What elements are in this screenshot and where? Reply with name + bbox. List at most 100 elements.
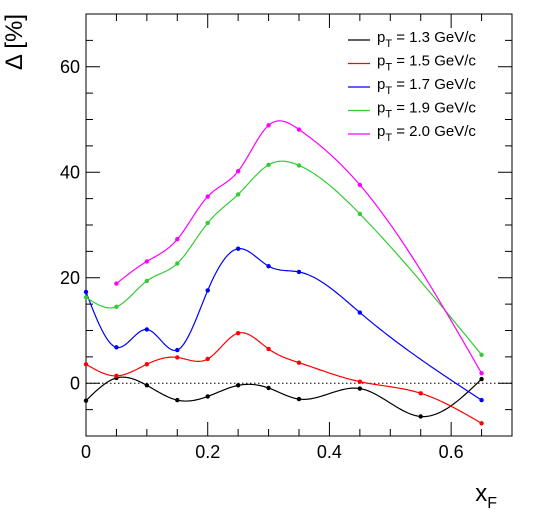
series-5 bbox=[114, 120, 484, 376]
data-point bbox=[479, 421, 484, 426]
legend-entry: pT = 1.3 GeV/c bbox=[348, 29, 476, 50]
y-tick-label: 40 bbox=[60, 162, 80, 182]
data-point bbox=[479, 376, 484, 382]
data-point bbox=[235, 330, 241, 336]
legend-label: pT = 1.5 GeV/c bbox=[377, 53, 476, 74]
data-point bbox=[296, 269, 302, 275]
data-point bbox=[144, 278, 150, 284]
legend-label-main: p bbox=[377, 53, 385, 70]
legend: pT = 1.3 GeV/cpT = 1.5 GeV/cpT = 1.7 GeV… bbox=[348, 29, 476, 144]
data-point bbox=[357, 211, 363, 217]
data-point bbox=[266, 162, 271, 168]
legend-entry: pT = 1.9 GeV/c bbox=[348, 100, 476, 121]
legend-label: pT = 2.0 GeV/c bbox=[377, 123, 476, 144]
legend-label-rest: = 1.5 GeV/c bbox=[392, 53, 476, 70]
data-point bbox=[266, 263, 271, 269]
legend-label-subscript: T bbox=[385, 85, 392, 97]
legend-label-main: p bbox=[377, 76, 385, 93]
x-tick-label: 0.4 bbox=[317, 442, 342, 462]
legend-label-subscript: T bbox=[385, 38, 392, 50]
data-point bbox=[175, 347, 180, 353]
legend-label: pT = 1.7 GeV/c bbox=[377, 76, 476, 97]
x-tick-label: 0 bbox=[81, 442, 91, 462]
data-point bbox=[296, 360, 302, 365]
data-point bbox=[357, 310, 363, 315]
legend-label-subscript: T bbox=[385, 109, 392, 121]
legend-label-rest: = 1.7 GeV/c bbox=[392, 76, 476, 93]
data-point bbox=[266, 385, 271, 391]
data-point bbox=[175, 237, 180, 242]
data-point bbox=[83, 398, 89, 403]
legend-label-main: p bbox=[377, 100, 385, 117]
data-point bbox=[266, 123, 271, 128]
legend-entry: pT = 2.0 GeV/c bbox=[348, 123, 476, 144]
legend-label-main: p bbox=[377, 29, 385, 46]
axes-layer: 0 0.2 0.4 0.6 0 20 40 60 xF Δ [%] bbox=[1, 13, 513, 512]
legend-label: pT = 1.3 GeV/c bbox=[377, 29, 476, 50]
data-point bbox=[114, 345, 119, 350]
data-point bbox=[205, 194, 210, 199]
data-point bbox=[114, 373, 119, 379]
legend-label-subscript: T bbox=[385, 62, 392, 74]
y-tick-label: 20 bbox=[60, 268, 80, 288]
data-point bbox=[296, 163, 302, 168]
data-point bbox=[144, 259, 150, 264]
series-1 bbox=[83, 375, 484, 419]
series-layer bbox=[83, 120, 484, 426]
data-point bbox=[479, 352, 484, 357]
legend-label-rest: = 2.0 GeV/c bbox=[392, 123, 476, 140]
legend-label-rest: = 1.3 GeV/c bbox=[392, 29, 476, 46]
data-point bbox=[144, 383, 150, 388]
data-point bbox=[235, 192, 241, 197]
data-point bbox=[357, 182, 363, 188]
data-point bbox=[357, 379, 363, 384]
data-point bbox=[83, 362, 89, 367]
data-point bbox=[479, 371, 484, 376]
data-point bbox=[235, 168, 241, 174]
x-axis-label: xF bbox=[475, 480, 497, 512]
series-line bbox=[116, 120, 483, 374]
series-3 bbox=[83, 246, 484, 403]
data-point bbox=[479, 397, 484, 403]
data-point bbox=[114, 304, 119, 309]
data-point bbox=[235, 383, 241, 388]
x-axis-label-subscript: F bbox=[487, 495, 497, 512]
data-point bbox=[175, 397, 180, 403]
x-tick-label: 0.6 bbox=[439, 442, 464, 462]
series-line bbox=[85, 248, 482, 401]
data-point bbox=[175, 261, 180, 266]
legend-entry: pT = 1.7 GeV/c bbox=[348, 76, 476, 97]
series-line bbox=[85, 160, 483, 356]
x-tick-label: 0.2 bbox=[195, 442, 220, 462]
legend-label-rest: = 1.9 GeV/c bbox=[392, 100, 476, 117]
data-point bbox=[144, 362, 150, 367]
series-4 bbox=[83, 160, 484, 357]
data-point bbox=[266, 346, 271, 352]
data-point bbox=[418, 414, 423, 419]
data-point bbox=[205, 394, 210, 399]
data-point bbox=[205, 356, 210, 362]
data-point bbox=[418, 391, 423, 396]
data-point bbox=[357, 386, 363, 391]
data-point bbox=[205, 220, 210, 226]
y-tick-label: 0 bbox=[70, 373, 80, 393]
legend-label-subscript: T bbox=[385, 132, 392, 144]
data-point bbox=[144, 327, 150, 332]
data-point bbox=[83, 289, 89, 295]
data-point bbox=[114, 281, 119, 286]
data-point bbox=[83, 295, 89, 300]
legend-label-main: p bbox=[377, 123, 385, 140]
data-point bbox=[296, 396, 302, 402]
data-point bbox=[175, 355, 180, 360]
series-line bbox=[85, 332, 482, 424]
series-2 bbox=[83, 330, 484, 426]
legend-label: pT = 1.9 GeV/c bbox=[377, 100, 476, 121]
legend-entry: pT = 1.5 GeV/c bbox=[348, 53, 476, 74]
y-axis-label: Δ [%] bbox=[1, 14, 28, 70]
data-point bbox=[235, 246, 241, 251]
data-point bbox=[296, 127, 302, 132]
data-point bbox=[205, 288, 210, 293]
y-tick-label: 60 bbox=[60, 57, 80, 77]
x-axis-label-main: x bbox=[475, 480, 487, 507]
